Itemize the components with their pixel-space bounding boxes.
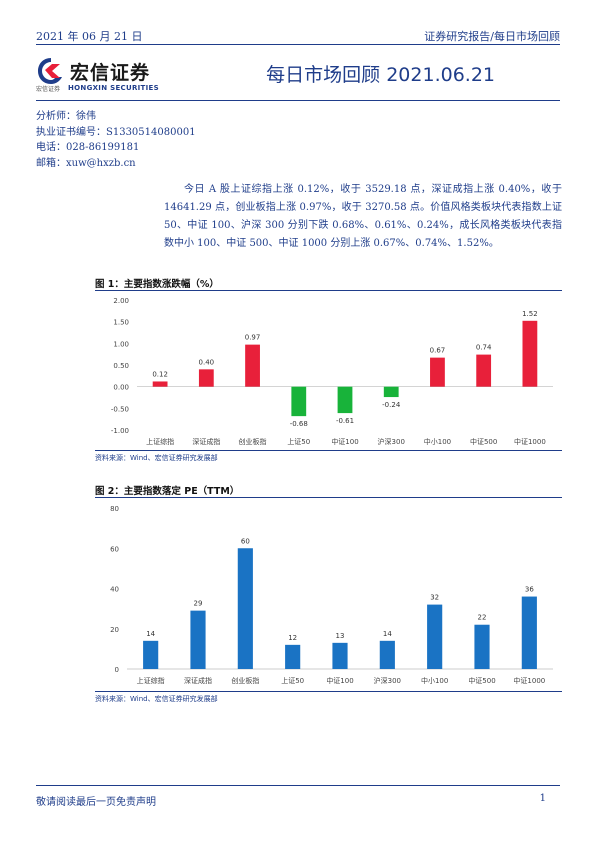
category-label: 沪深300 [374, 676, 401, 685]
bar [291, 386, 307, 417]
analyst-license: 执业证书编号：S1330514080001 [36, 126, 196, 138]
logo-mark-icon [38, 58, 62, 84]
bar [143, 640, 159, 669]
disclaimer-link[interactable]: 敬请阅读最后一页免责声明 [36, 797, 156, 808]
breadcrumb: 证券研究报告/每日市场回顾 [424, 30, 560, 43]
title-divider [36, 100, 560, 101]
bar-value-label: 12 [288, 634, 297, 642]
bar-value-label: 14 [146, 630, 155, 638]
figure1-source: 资料来源：Wind、宏信证券研究发展部 [95, 454, 218, 462]
category-label: 深证成指 [192, 437, 220, 446]
y-tick-label: -0.50 [111, 405, 129, 413]
bar [337, 386, 353, 414]
logo-small-cn: 宏信证券 [36, 86, 61, 93]
analyst-info: 分析师：徐伟 执业证书编号：S1330514080001 电话：028-8619… [36, 109, 196, 171]
category-label: 上证50 [281, 676, 304, 685]
bar [383, 386, 399, 398]
bar-value-label: 14 [383, 630, 392, 638]
category-label: 深证成指 [184, 676, 212, 685]
figure2-bottom-rule [95, 691, 562, 692]
y-tick-label: 0 [115, 666, 119, 674]
y-tick-label: 1.00 [113, 340, 129, 348]
bar-value-label: 0.74 [476, 344, 492, 352]
category-label: 中小100 [421, 676, 448, 685]
y-tick-label: 40 [110, 586, 119, 594]
page-title: 每日市场回顾 2021.06.21 [266, 64, 495, 86]
bar-value-label: 36 [525, 586, 534, 594]
bar [285, 644, 301, 669]
bar [521, 596, 537, 669]
bar-value-label: 0.97 [245, 334, 261, 342]
bar [152, 381, 168, 387]
category-label: 中证500 [470, 437, 497, 446]
bar [237, 548, 253, 669]
index-change-chart: 2.00 1.50 1.00 0.50 0.00 -0.50 -1.00 0.12 上证综指 0.… [111, 297, 553, 446]
y-tick-label: 0.00 [113, 384, 129, 392]
figure1-title: 图 1：主要指数涨跌幅（%） [95, 279, 219, 290]
figure2-title: 图 2：主要指数落定 PE（TTM） [95, 486, 240, 497]
figure2-source: 资料来源：Wind、宏信证券研究发展部 [95, 695, 218, 703]
bar [332, 642, 348, 669]
y-tick-label: 20 [110, 626, 119, 634]
analyst-name: 分析师：徐伟 [36, 111, 96, 122]
bar-value-label: 13 [336, 632, 345, 640]
category-label: 创业板指 [239, 437, 267, 446]
category-label: 上证50 [287, 437, 310, 446]
bar-value-label: 32 [430, 594, 439, 602]
bar-value-label: 0.40 [199, 358, 215, 366]
y-tick-label: 1.50 [113, 319, 129, 327]
logo-name-en: HONGXIN SECURITIES [68, 84, 159, 92]
page-number: 1 [539, 793, 546, 804]
figure2-top-rule [95, 497, 562, 498]
bar-value-label: 0.12 [152, 370, 168, 378]
bar-value-label: -0.24 [382, 401, 401, 409]
figure1-top-rule [95, 290, 562, 291]
category-label: 中证1000 [514, 437, 546, 446]
bar-value-label: 60 [241, 537, 250, 545]
category-label: 中证100 [331, 437, 358, 446]
y-tick-label: 60 [110, 545, 119, 553]
category-label: 创业板指 [231, 676, 259, 685]
bar-value-label: 0.67 [430, 347, 446, 355]
bar-value-label: 22 [478, 614, 487, 622]
category-label: 中证500 [468, 676, 495, 685]
company-logo: 宏信证券 宏信证券 HONGXIN SECURITIES [36, 56, 166, 94]
bar [474, 624, 490, 669]
bar [379, 640, 395, 669]
bar [190, 610, 206, 669]
bar [476, 354, 492, 387]
category-label: 中小100 [424, 437, 451, 446]
bar [198, 369, 214, 387]
category-label: 上证综指 [146, 437, 174, 446]
index-pe-chart: 80 60 40 20 0 14 上证综指 29 深证成指 60 创业板指 12 上证50 13 中证100… [110, 505, 553, 685]
category-label: 中证1000 [513, 676, 545, 685]
market-summary: 今日 A 股上证综指上涨 0.12%，收于 3529.18 点，深证成指上涨 0… [164, 184, 562, 249]
bar [522, 320, 538, 387]
report-date: 2021 年 06 月 21 日 [36, 30, 143, 43]
category-label: 沪深300 [378, 437, 405, 446]
y-tick-label: -1.00 [111, 427, 129, 435]
logo-name-cn: 宏信证券 [70, 62, 151, 84]
header-divider [36, 44, 560, 45]
analyst-email: 邮箱：xuw@hxzb.cn [36, 157, 136, 169]
bar [430, 357, 445, 387]
category-label: 中证100 [326, 676, 353, 685]
bar-value-label: 29 [194, 600, 203, 608]
y-tick-label: 80 [110, 505, 119, 513]
bar [245, 344, 260, 387]
bar-value-label: -0.68 [290, 420, 308, 428]
figure1-bottom-rule [95, 450, 562, 451]
bar-value-label: 1.52 [522, 310, 538, 318]
bar-value-label: -0.61 [336, 417, 354, 425]
y-tick-label: 0.50 [113, 362, 129, 370]
category-label: 上证综指 [137, 676, 165, 685]
footer-divider [36, 785, 560, 786]
y-tick-label: 2.00 [113, 297, 129, 305]
bar [427, 604, 443, 669]
analyst-phone: 电话：028-86199181 [36, 142, 140, 153]
